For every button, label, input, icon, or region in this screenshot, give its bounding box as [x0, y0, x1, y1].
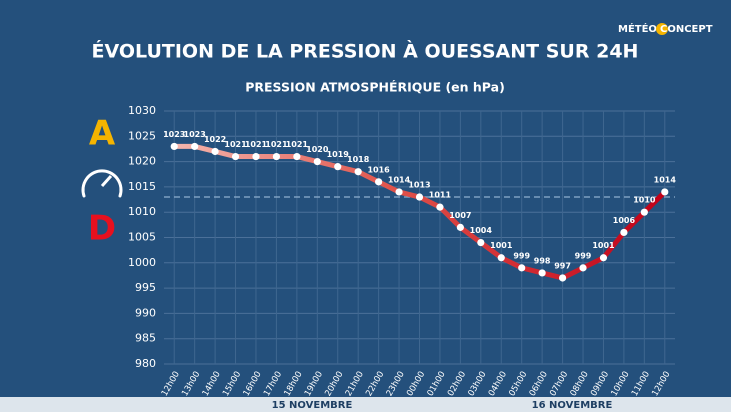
- data-label: 1021: [286, 140, 309, 149]
- low-label: D: [88, 209, 116, 249]
- data-point: [558, 274, 567, 282]
- data-label: 1021: [245, 140, 268, 149]
- data-label: 1023: [184, 130, 206, 139]
- data-label: 1014: [654, 175, 677, 184]
- data-label: 1022: [204, 135, 226, 144]
- data-point: [252, 152, 260, 161]
- data-point: [518, 264, 526, 272]
- logo-sun: [656, 23, 668, 35]
- date-strip: [0, 397, 731, 412]
- chart-subtitle: PRESSION ATMOSPHÉRIQUE (en hPa): [245, 80, 505, 95]
- y-tick-label: 995: [135, 281, 156, 294]
- data-label: 1021: [224, 140, 247, 149]
- data-point: [313, 158, 321, 166]
- date-label: 15 NOVEMBRE: [272, 400, 353, 411]
- y-tick-label: 1020: [128, 155, 156, 168]
- data-point: [211, 147, 219, 156]
- data-point: [620, 228, 628, 237]
- data-label: 1001: [490, 241, 513, 250]
- data-label: 1016: [367, 165, 390, 174]
- data-point: [334, 163, 342, 171]
- logo-text: MÉTÉO: [618, 22, 657, 35]
- data-label: 999: [575, 251, 592, 260]
- data-point: [477, 238, 485, 247]
- data-label: 997: [554, 261, 571, 270]
- y-tick-label: 980: [135, 357, 156, 370]
- logo-text: CONCEPT: [660, 24, 713, 35]
- chart-title: ÉVOLUTION DE LA PRESSION À OUESSANT SUR …: [92, 40, 639, 63]
- data-point: [354, 168, 362, 176]
- y-tick-label: 1000: [128, 256, 156, 269]
- data-point: [415, 193, 424, 201]
- data-label: 1001: [592, 241, 615, 250]
- y-tick-label: 1030: [128, 104, 156, 117]
- data-label: 1019: [327, 150, 350, 159]
- data-point: [538, 269, 546, 277]
- y-tick-label: 985: [135, 332, 156, 345]
- y-tick-label: 1005: [128, 231, 156, 244]
- date-label: 16 NOVEMBRE: [532, 400, 613, 411]
- data-point: [661, 188, 669, 196]
- y-tick-label: 1010: [128, 205, 156, 218]
- gauge-icon: [81, 169, 123, 198]
- data-point: [375, 178, 383, 186]
- data-point: [436, 203, 444, 211]
- data-point: [497, 254, 505, 262]
- data-point: [640, 208, 648, 216]
- data-point: [395, 188, 403, 196]
- data-point: [170, 142, 178, 151]
- data-label: 1018: [347, 155, 370, 164]
- data-label: 1014: [388, 175, 411, 184]
- data-label: 999: [513, 251, 530, 260]
- data-label: 998: [534, 256, 551, 265]
- data-label: 1021: [265, 140, 288, 149]
- y-tick-label: 1015: [128, 180, 156, 193]
- data-label: 1023: [163, 130, 185, 139]
- data-label: 1004: [470, 226, 493, 235]
- data-point: [293, 152, 301, 161]
- data-point: [272, 152, 281, 161]
- data-label: 1010: [633, 196, 656, 205]
- y-tick-label: 990: [135, 306, 156, 319]
- data-label: 1011: [429, 191, 452, 200]
- data-point: [579, 264, 587, 272]
- data-label: 1007: [449, 211, 471, 220]
- data-point: [456, 223, 464, 231]
- data-label: 1006: [613, 216, 636, 225]
- data-point: [599, 254, 608, 262]
- high-label: A: [89, 114, 116, 154]
- data-label: 1020: [306, 145, 329, 154]
- data-label: 1013: [408, 181, 430, 190]
- data-point: [231, 152, 240, 161]
- y-tick-label: 1025: [128, 129, 156, 142]
- data-point: [191, 142, 199, 151]
